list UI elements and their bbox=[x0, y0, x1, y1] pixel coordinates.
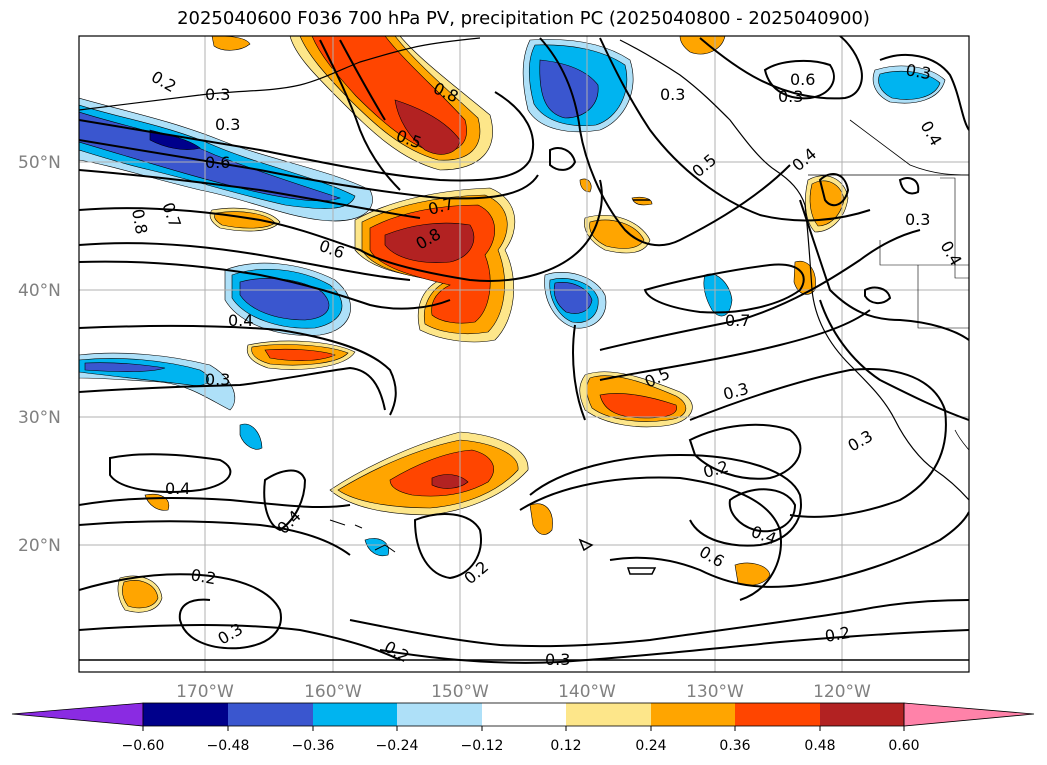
contour-label: 0.8 bbox=[128, 207, 151, 235]
contour-label: 0.3 bbox=[660, 85, 685, 104]
contour-label: 0.3 bbox=[545, 650, 570, 669]
contour-label: 0.6 bbox=[205, 153, 230, 172]
colorbar-tick-label: −0.24 bbox=[376, 738, 419, 754]
map-frame bbox=[78, 35, 970, 673]
lon-label: 140°W bbox=[558, 682, 616, 702]
chart-title: 2025040600 F036 700 hPa PV, precipitatio… bbox=[177, 8, 870, 29]
contour-label: 0.3 bbox=[778, 87, 803, 106]
latitude-labels: 50°N 40°N 30°N 20°N bbox=[18, 153, 61, 556]
longitude-labels: 170°W 160°W 150°W 140°W 130°W 120°W bbox=[176, 682, 871, 702]
colorbar-tick-label: 0.12 bbox=[550, 738, 581, 754]
contour-label: 0.3 bbox=[904, 60, 932, 83]
colorbar-tick-label: 0.36 bbox=[719, 738, 750, 754]
colorbar-tick-label: −0.12 bbox=[461, 738, 504, 754]
map-panel: 0.2 0.3 0.3 0.8 0.5 0.6 0.8 0.7 0.7 0.8 … bbox=[79, 36, 969, 672]
precip-shading bbox=[79, 36, 946, 613]
contour-label: 0.4 bbox=[165, 479, 190, 498]
lon-label: 150°W bbox=[431, 682, 489, 702]
contour-label: 0.7 bbox=[725, 311, 750, 330]
colorbar-segment bbox=[143, 703, 228, 726]
coastlines bbox=[79, 37, 969, 553]
colorbar-tick-label: 0.60 bbox=[888, 738, 919, 754]
contour-label: 0.4 bbox=[228, 311, 253, 330]
lat-label: 30°N bbox=[18, 408, 61, 428]
colorbar-segment bbox=[820, 703, 904, 726]
lon-label: 160°W bbox=[304, 682, 362, 702]
gridlines bbox=[79, 36, 969, 672]
lat-label: 40°N bbox=[18, 281, 61, 301]
colorbar-segment bbox=[313, 703, 397, 726]
colorbar-segment bbox=[735, 703, 820, 726]
contour-label: 0.3 bbox=[905, 210, 930, 229]
contour-label: 0.6 bbox=[790, 70, 815, 89]
colorbar-segment bbox=[228, 703, 313, 726]
lon-label: 120°W bbox=[813, 682, 871, 702]
colorbar-tick-label: 0.48 bbox=[804, 738, 835, 754]
contour-label: 0.2 bbox=[189, 565, 217, 588]
lat-label: 20°N bbox=[18, 536, 61, 556]
colorbar-tick-label: −0.36 bbox=[292, 738, 335, 754]
colorbar-tick-label: −0.48 bbox=[207, 738, 250, 754]
colorbar-segment bbox=[566, 703, 651, 726]
colorbar: −0.60 −0.48 −0.36 −0.24 −0.12 0.12 0.24 … bbox=[11, 702, 1035, 754]
colorbar-segment bbox=[397, 703, 482, 726]
colorbar-extend-high bbox=[903, 702, 1035, 727]
colorbar-segment bbox=[482, 703, 566, 726]
lon-label: 130°W bbox=[686, 682, 744, 702]
contour-label: 0.3 bbox=[205, 370, 230, 389]
colorbar-tick-label: 0.24 bbox=[635, 738, 666, 754]
colorbar-tick-label: −0.60 bbox=[122, 738, 165, 754]
lat-label: 50°N bbox=[18, 153, 61, 173]
contour-label: 0.3 bbox=[215, 115, 240, 134]
contour-label: 0.2 bbox=[823, 623, 851, 646]
lon-label: 170°W bbox=[176, 682, 234, 702]
colorbar-extend-low bbox=[11, 702, 144, 727]
colorbar-segment bbox=[651, 703, 735, 726]
contour-label: 0.3 bbox=[205, 85, 230, 104]
pv-contours bbox=[79, 36, 969, 664]
